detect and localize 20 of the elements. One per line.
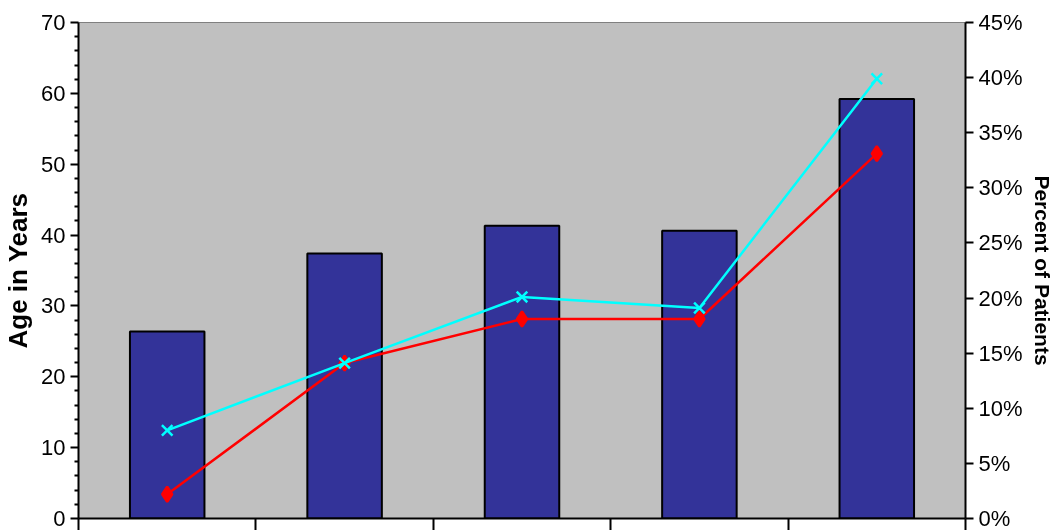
y-tick-label: 40	[41, 222, 66, 248]
y2-tick-label: 20%	[978, 285, 1023, 311]
y2-tick-label: 15%	[978, 340, 1023, 366]
y2-tick-label: 10%	[978, 395, 1023, 421]
y2-tick-label: 45%	[978, 10, 1023, 35]
y2-axis-title: Percent of Patients	[1030, 175, 1054, 366]
y2-tick-label: 35%	[978, 120, 1023, 146]
y-tick-label: 50	[41, 151, 66, 177]
y-tick-label: 0	[53, 506, 66, 530]
y-tick-label: 20	[41, 364, 66, 390]
y-tick-label: 70	[41, 10, 66, 35]
y2-tick-label: 0%	[978, 505, 1011, 530]
y-tick-label: 60	[41, 80, 66, 106]
y2-tick-label: 5%	[978, 450, 1011, 476]
y2-tick-label: 40%	[978, 65, 1023, 91]
y-tick-label: 10	[41, 435, 66, 461]
y-axis-title: Age in Years	[3, 192, 34, 349]
y2-tick-label: 30%	[978, 175, 1023, 201]
y-tick-label: 30	[41, 293, 66, 319]
y2-tick-label: 25%	[978, 230, 1023, 256]
